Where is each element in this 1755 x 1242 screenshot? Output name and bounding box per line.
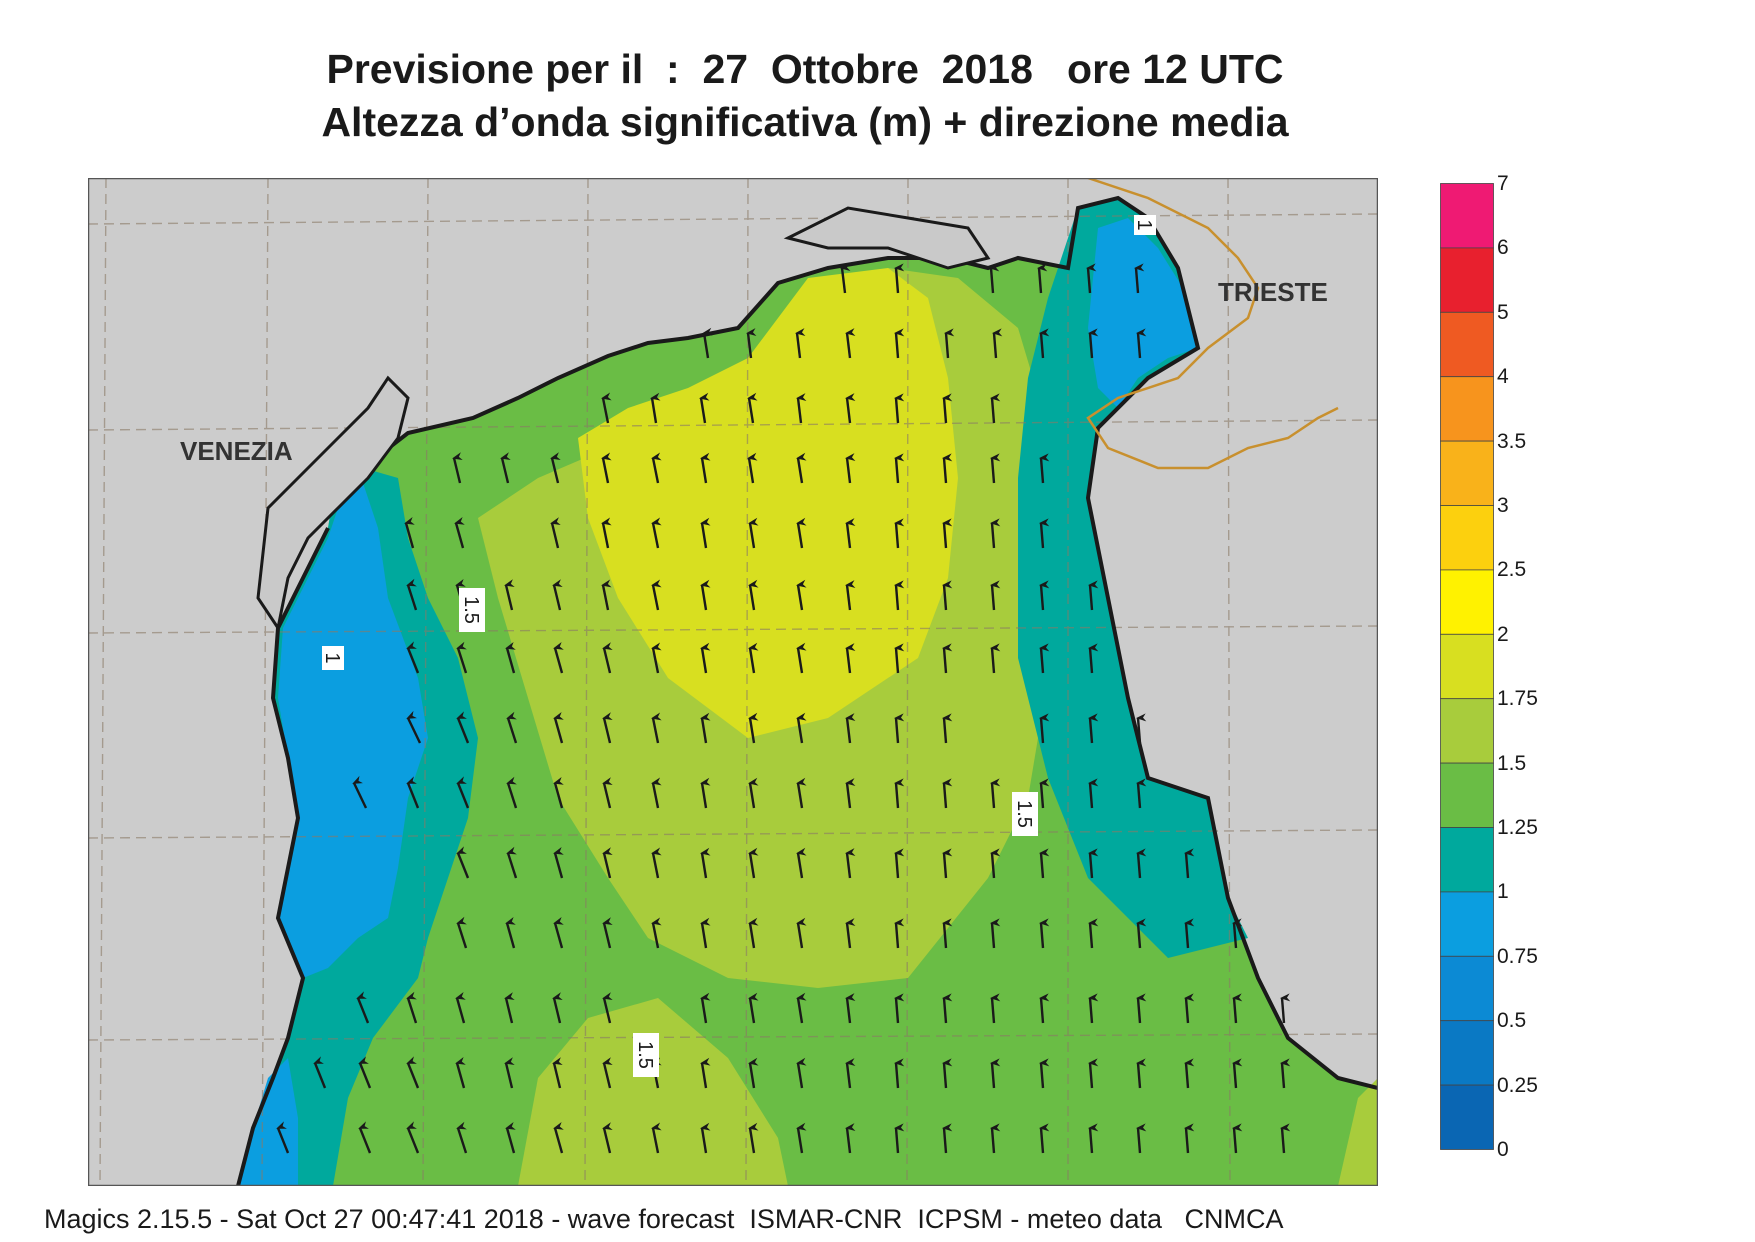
legend-swatch bbox=[1440, 762, 1494, 828]
legend-swatch bbox=[1440, 633, 1494, 700]
legend-swatch bbox=[1440, 376, 1494, 442]
map-title-line2: Altezza d’onda significativa (m) + direz… bbox=[321, 99, 1289, 145]
color-legend bbox=[1440, 183, 1494, 1150]
contour-label-4: 1.5 bbox=[634, 1041, 656, 1069]
wave-height-map: 1.5 1 1.5 1.5 1 VENEZIA TRIESTE bbox=[88, 178, 1378, 1186]
legend-swatch bbox=[1440, 1020, 1494, 1086]
legend-label: 7 bbox=[1497, 172, 1509, 195]
legend-label: 4 bbox=[1497, 365, 1509, 389]
contour-label-5: 1 bbox=[1133, 219, 1155, 230]
city-label-venezia: VENEZIA bbox=[180, 436, 293, 466]
map-title-line1: Previsione per il : 27 Ottobre 2018 ore … bbox=[326, 46, 1284, 92]
legend-label: 1.25 bbox=[1497, 816, 1538, 839]
legend-swatch bbox=[1440, 569, 1494, 635]
legend-label: 2 bbox=[1497, 622, 1509, 646]
legend-swatch bbox=[1440, 247, 1494, 313]
city-label-trieste: TRIESTE bbox=[1218, 277, 1328, 307]
legend-label: 0.75 bbox=[1497, 944, 1538, 968]
wave-direction-arrows bbox=[276, 263, 1291, 1154]
contour-labels: 1.5 1 1.5 1.5 1 bbox=[321, 215, 1156, 1077]
legend-label: 2.5 bbox=[1497, 558, 1527, 582]
legend-label: 1.5 bbox=[1497, 751, 1527, 775]
legend-label: 1 bbox=[1497, 880, 1509, 904]
contour-label-1: 1.5 bbox=[460, 596, 482, 624]
contour-label-3: 1.5 bbox=[1013, 800, 1035, 828]
legend-swatch bbox=[1440, 183, 1494, 249]
legend-label: 0.5 bbox=[1497, 1009, 1527, 1033]
legend-swatch bbox=[1440, 955, 1494, 1022]
contour-label-2: 1 bbox=[321, 652, 343, 663]
legend-swatch bbox=[1440, 440, 1494, 506]
contour-1.75 bbox=[578, 268, 958, 738]
footer-credits: Magics 2.15.5 - Sat Oct 27 00:47:41 2018… bbox=[44, 1204, 1284, 1234]
legend-label: 0.25 bbox=[1497, 1073, 1538, 1097]
legend-label: 6 bbox=[1497, 236, 1509, 260]
legend-label: 1.75 bbox=[1497, 687, 1538, 711]
legend-swatch bbox=[1440, 698, 1494, 764]
legend-swatch bbox=[1440, 827, 1494, 893]
legend-swatch bbox=[1440, 1084, 1494, 1150]
legend-label: 0 bbox=[1497, 1138, 1509, 1161]
legend-label: 3 bbox=[1497, 494, 1509, 517]
legend-swatch bbox=[1440, 311, 1494, 378]
legend-swatch bbox=[1440, 505, 1494, 571]
legend-swatch bbox=[1440, 891, 1494, 957]
legend-label: 3.5 bbox=[1497, 429, 1527, 453]
legend-label: 5 bbox=[1497, 300, 1509, 324]
